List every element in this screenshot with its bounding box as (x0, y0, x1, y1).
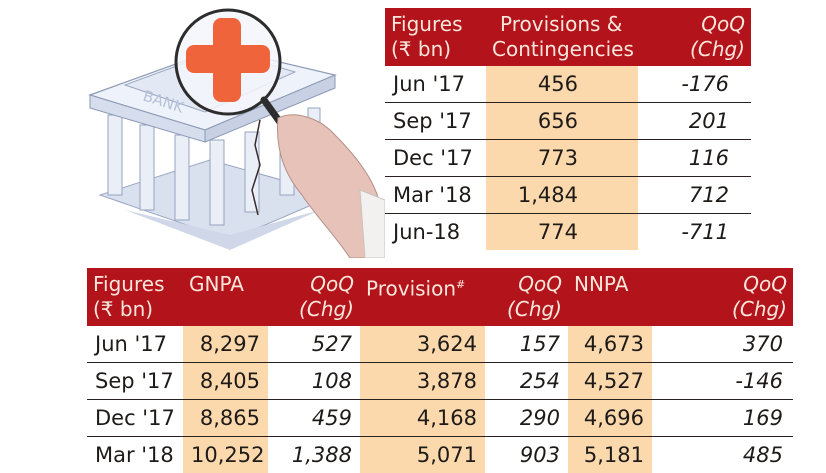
provision-qoq-cell: 290 (485, 400, 568, 437)
period-cell: Jun '17 (87, 326, 183, 363)
period-cell: Jun-18 (385, 214, 486, 251)
header-gnpa-qoq: QoQ (Chg) (268, 268, 360, 326)
header-provision: Provision# (360, 268, 485, 326)
period-cell: Jun '17 (385, 66, 486, 103)
qoq-cell: 116 (638, 140, 751, 177)
header-nnpa: NNPA (568, 268, 652, 326)
gnpa-cell: 8,297 (183, 326, 268, 363)
provisions-cell: 774 (486, 214, 638, 251)
provision-cell: 4,168 (360, 400, 485, 437)
nnpa-qoq-cell: 485 (652, 437, 793, 473)
period-cell: Sep '17 (385, 103, 486, 140)
npa-table: Figures (₹ bn) GNPA QoQ (Chg) Provision#… (87, 268, 793, 473)
gnpa-cell: 10,252 (183, 437, 268, 473)
provisions-cell: 656 (486, 103, 638, 140)
provisions-table: Figures (₹ bn) Provisions & Contingencie… (385, 8, 751, 250)
gnpa-cell: 8,865 (183, 400, 268, 437)
nnpa-qoq-cell: 169 (652, 400, 793, 437)
nnpa-cell: 5,181 (568, 437, 652, 473)
period-cell: Sep '17 (87, 363, 183, 400)
table-row: Dec '17 8,865 459 4,168 290 4,696 169 (87, 400, 793, 437)
header-gnpa: GNPA (183, 268, 268, 326)
bank-under-magnifier-icon: BANK (80, 0, 385, 258)
table-row: Jun '17 456 -176 (385, 66, 751, 103)
table-row: Dec '17 773 116 (385, 140, 751, 177)
period-cell: Dec '17 (385, 140, 486, 177)
qoq-cell: 712 (638, 177, 751, 214)
nnpa-qoq-cell: 370 (652, 326, 793, 363)
table-row: Sep '17 8,405 108 3,878 254 4,527 -146 (87, 363, 793, 400)
qoq-cell: -176 (638, 66, 751, 103)
header-provisions-contingencies: Provisions & Contingencies (486, 8, 638, 66)
table-row: Mar '18 10,252 1,388 5,071 903 5,181 485 (87, 437, 793, 473)
period-cell: Dec '17 (87, 400, 183, 437)
gnpa-cell: 8,405 (183, 363, 268, 400)
footnote-mark: # (456, 278, 465, 291)
provisions-table-header: Figures (₹ bn) Provisions & Contingencie… (385, 8, 751, 66)
table-row: Jun '17 8,297 527 3,624 157 4,673 370 (87, 326, 793, 363)
provisions-cell: 456 (486, 66, 638, 103)
period-cell: Mar '18 (87, 437, 183, 473)
provisions-cell: 773 (486, 140, 638, 177)
provision-cell: 5,071 (360, 437, 485, 473)
nnpa-cell: 4,527 (568, 363, 652, 400)
provision-qoq-cell: 254 (485, 363, 568, 400)
nnpa-cell: 4,673 (568, 326, 652, 363)
period-cell: Mar '18 (385, 177, 486, 214)
provision-cell: 3,624 (360, 326, 485, 363)
gnpa-qoq-cell: 1,388 (268, 437, 360, 473)
header-provision-qoq: QoQ (Chg) (485, 268, 568, 326)
gnpa-qoq-cell: 108 (268, 363, 360, 400)
table-row: Jun-18 774 -711 (385, 214, 751, 251)
gnpa-qoq-cell: 527 (268, 326, 360, 363)
nnpa-cell: 4,696 (568, 400, 652, 437)
qoq-cell: 201 (638, 103, 751, 140)
provision-qoq-cell: 157 (485, 326, 568, 363)
header-qoq: QoQ (Chg) (638, 8, 751, 66)
header-figures: Figures (₹ bn) (87, 268, 183, 326)
provisions-cell: 1,484 (486, 177, 638, 214)
npa-table-header: Figures (₹ bn) GNPA QoQ (Chg) Provision#… (87, 268, 793, 326)
header-nnpa-qoq: QoQ (Chg) (652, 268, 793, 326)
qoq-cell: -711 (638, 214, 751, 251)
provision-cell: 3,878 (360, 363, 485, 400)
nnpa-qoq-cell: -146 (652, 363, 793, 400)
provision-qoq-cell: 903 (485, 437, 568, 473)
table-row: Sep '17 656 201 (385, 103, 751, 140)
gnpa-qoq-cell: 459 (268, 400, 360, 437)
table-row: Mar '18 1,484 712 (385, 177, 751, 214)
header-figures: Figures (₹ bn) (385, 8, 486, 66)
